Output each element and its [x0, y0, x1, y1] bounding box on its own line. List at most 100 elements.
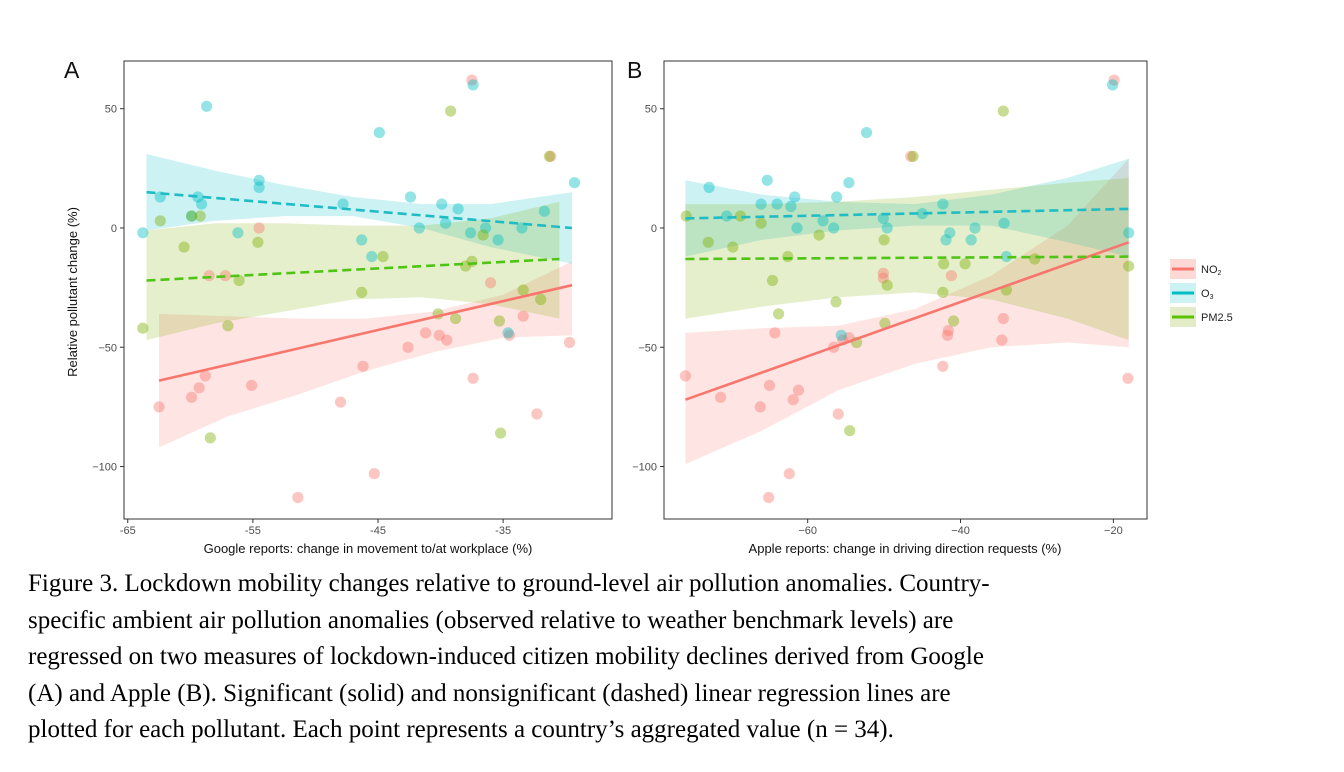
panel-a-fit-line-o3 [146, 190, 573, 230]
panel-a-point-o3 [356, 234, 368, 246]
panel-a-point-o3 [404, 191, 417, 203]
panel-b-point-o3 [1123, 227, 1135, 239]
panel-b-point-no2 [763, 379, 776, 391]
panel-a-point-no2 [563, 336, 576, 349]
panel-a-x-axis-title: Google reports: change in movement to/at… [204, 541, 533, 556]
panel-a-point-no2 [467, 372, 479, 384]
panel-a-point-pm25 [445, 105, 457, 117]
panel-a-point-o3 [192, 191, 204, 203]
caption-line-2: specific ambient air pollution anomalies… [28, 606, 954, 634]
panel-b-point-no2 [997, 313, 1009, 325]
panel-a-point-no2 [441, 334, 453, 346]
panel-a-point-no2 [545, 150, 557, 162]
panel-b-point-no2 [754, 401, 766, 413]
panel-b-point-no2 [715, 391, 727, 403]
panel-a-y-tick-label: 0 [111, 223, 117, 235]
panel-a-point-o3 [436, 198, 448, 210]
panel-a-point-no2 [466, 74, 478, 86]
panel-b-point-o3 [831, 191, 843, 203]
panel-b-point-no2 [763, 491, 775, 504]
panel-b-point-no2 [679, 370, 692, 382]
panel-b-point-pm25 [773, 308, 785, 320]
panel-a-point-no2 [531, 408, 543, 420]
panel-a-point-o3 [366, 251, 378, 263]
panel-b-y-tick-label: −50 [638, 342, 657, 354]
legend: NO2 O3 PM2.5 [1170, 259, 1233, 327]
panel-b-point-o3 [789, 191, 801, 203]
panel-b-fit-line-no2 [684, 241, 1130, 401]
legend-label-no2-main: NO [1201, 264, 1218, 276]
panel-a-point-o3 [413, 222, 425, 234]
panel-a-point-o3 [186, 210, 198, 222]
panel-a-point-o3 [253, 174, 265, 186]
panel-b-point-o3 [771, 198, 783, 210]
panel-a-point-no2 [402, 341, 414, 353]
panel-b-point-pm25 [782, 251, 794, 263]
panel-a-x-tick-label: -55 [245, 525, 261, 537]
panel-a-point-no2 [368, 468, 380, 480]
panel-a-point-no2 [420, 327, 432, 339]
panel-b-point-no2 [937, 360, 949, 372]
panel-b-point-no2 [769, 327, 781, 339]
panel-b-y-tick-label: −100 [632, 462, 657, 474]
panel-b-point-pm25 [813, 229, 825, 241]
panel-a-fit-line-pm25 [146, 257, 560, 282]
panel-b-point-o3 [761, 174, 773, 186]
panel-b-y-tick-label: 50 [645, 104, 657, 116]
panel-a-point-o3 [337, 198, 349, 210]
panel-b-point-no2 [996, 334, 1008, 346]
panel-b-fit-line-pm25 [685, 255, 1129, 261]
panel-b-point-pm25 [734, 210, 747, 222]
panel-a-point-pm25 [543, 150, 556, 162]
figure-caption: Figure 3. Lockdown mobility changes rela… [28, 566, 1328, 749]
panel-b-point-o3 [791, 222, 803, 234]
panel-a-plot: −100 −50 0 50 -65 -55 -45 -35 [92, 60, 613, 537]
panel-b-x-tick-label: −20 [1104, 525, 1123, 537]
panel-a-point-o3 [137, 227, 149, 239]
panel-b-point-o3 [843, 177, 855, 189]
panel-a-point-no2 [153, 401, 165, 413]
panel-a-point-pm25 [178, 241, 190, 253]
panel-b-point-no2 [832, 408, 844, 420]
panel-b-point-pm25 [680, 210, 692, 222]
panel-a-point-pm25 [233, 274, 245, 287]
panel-a-point-no2 [517, 310, 529, 322]
panel-b-ci-band-pm25 [685, 177, 1129, 341]
panel-b-point-no2 [877, 267, 889, 279]
panel-a-point-pm25 [477, 229, 489, 241]
panel-b-point-pm25 [727, 241, 739, 253]
panel-b-point-o3 [1107, 79, 1119, 91]
panel-a-point-pm25 [450, 313, 462, 325]
legend-label-no2-sub: 2 [1218, 270, 1222, 277]
panel-b-point-pm25 [959, 258, 971, 270]
panel-a-frame [123, 60, 613, 520]
panel-a-point-no2 [186, 391, 198, 403]
panel-a-point-o3 [452, 203, 464, 215]
panel-b-point-no2 [905, 150, 917, 162]
legend-item-pm25: PM2.5 [1170, 307, 1233, 327]
panel-b-point-pm25 [1029, 253, 1041, 265]
panel-a-point-pm25 [466, 255, 478, 267]
panel-a-y-tick-label: −100 [92, 462, 117, 474]
panel-a-point-no2 [433, 329, 445, 341]
panel-a-x-tick-label: -45 [370, 525, 386, 537]
panel-b-frame [663, 60, 1148, 520]
panel-a-point-no2 [292, 491, 304, 504]
panel-b-point-o3 [828, 222, 840, 234]
panel-b-point-pm25 [755, 217, 767, 229]
caption-line-4: (A) and Apple (B). Significant (solid) a… [28, 679, 951, 707]
panel-a-point-pm25 [204, 432, 216, 444]
panel-a-point-pm25 [535, 293, 547, 306]
panel-b-point-pm25 [1123, 260, 1135, 272]
panel-a-point-no2 [203, 270, 215, 282]
panel-b-point-no2 [783, 468, 795, 480]
panel-a-point-pm25 [517, 284, 529, 296]
panel-b-x-tick-label: −60 [798, 525, 817, 537]
panel-b-point-pm25 [766, 274, 779, 287]
panel-b-point-o3 [944, 227, 956, 239]
panel-b-point-pm25 [907, 150, 919, 162]
panel-a-point-o3 [253, 181, 265, 193]
caption-line-3: regressed on two measures of lockdown-in… [28, 643, 984, 670]
caption-line-1: Figure 3. Lockdown mobility changes rela… [28, 570, 990, 597]
panel-a-point-o3 [480, 222, 492, 234]
